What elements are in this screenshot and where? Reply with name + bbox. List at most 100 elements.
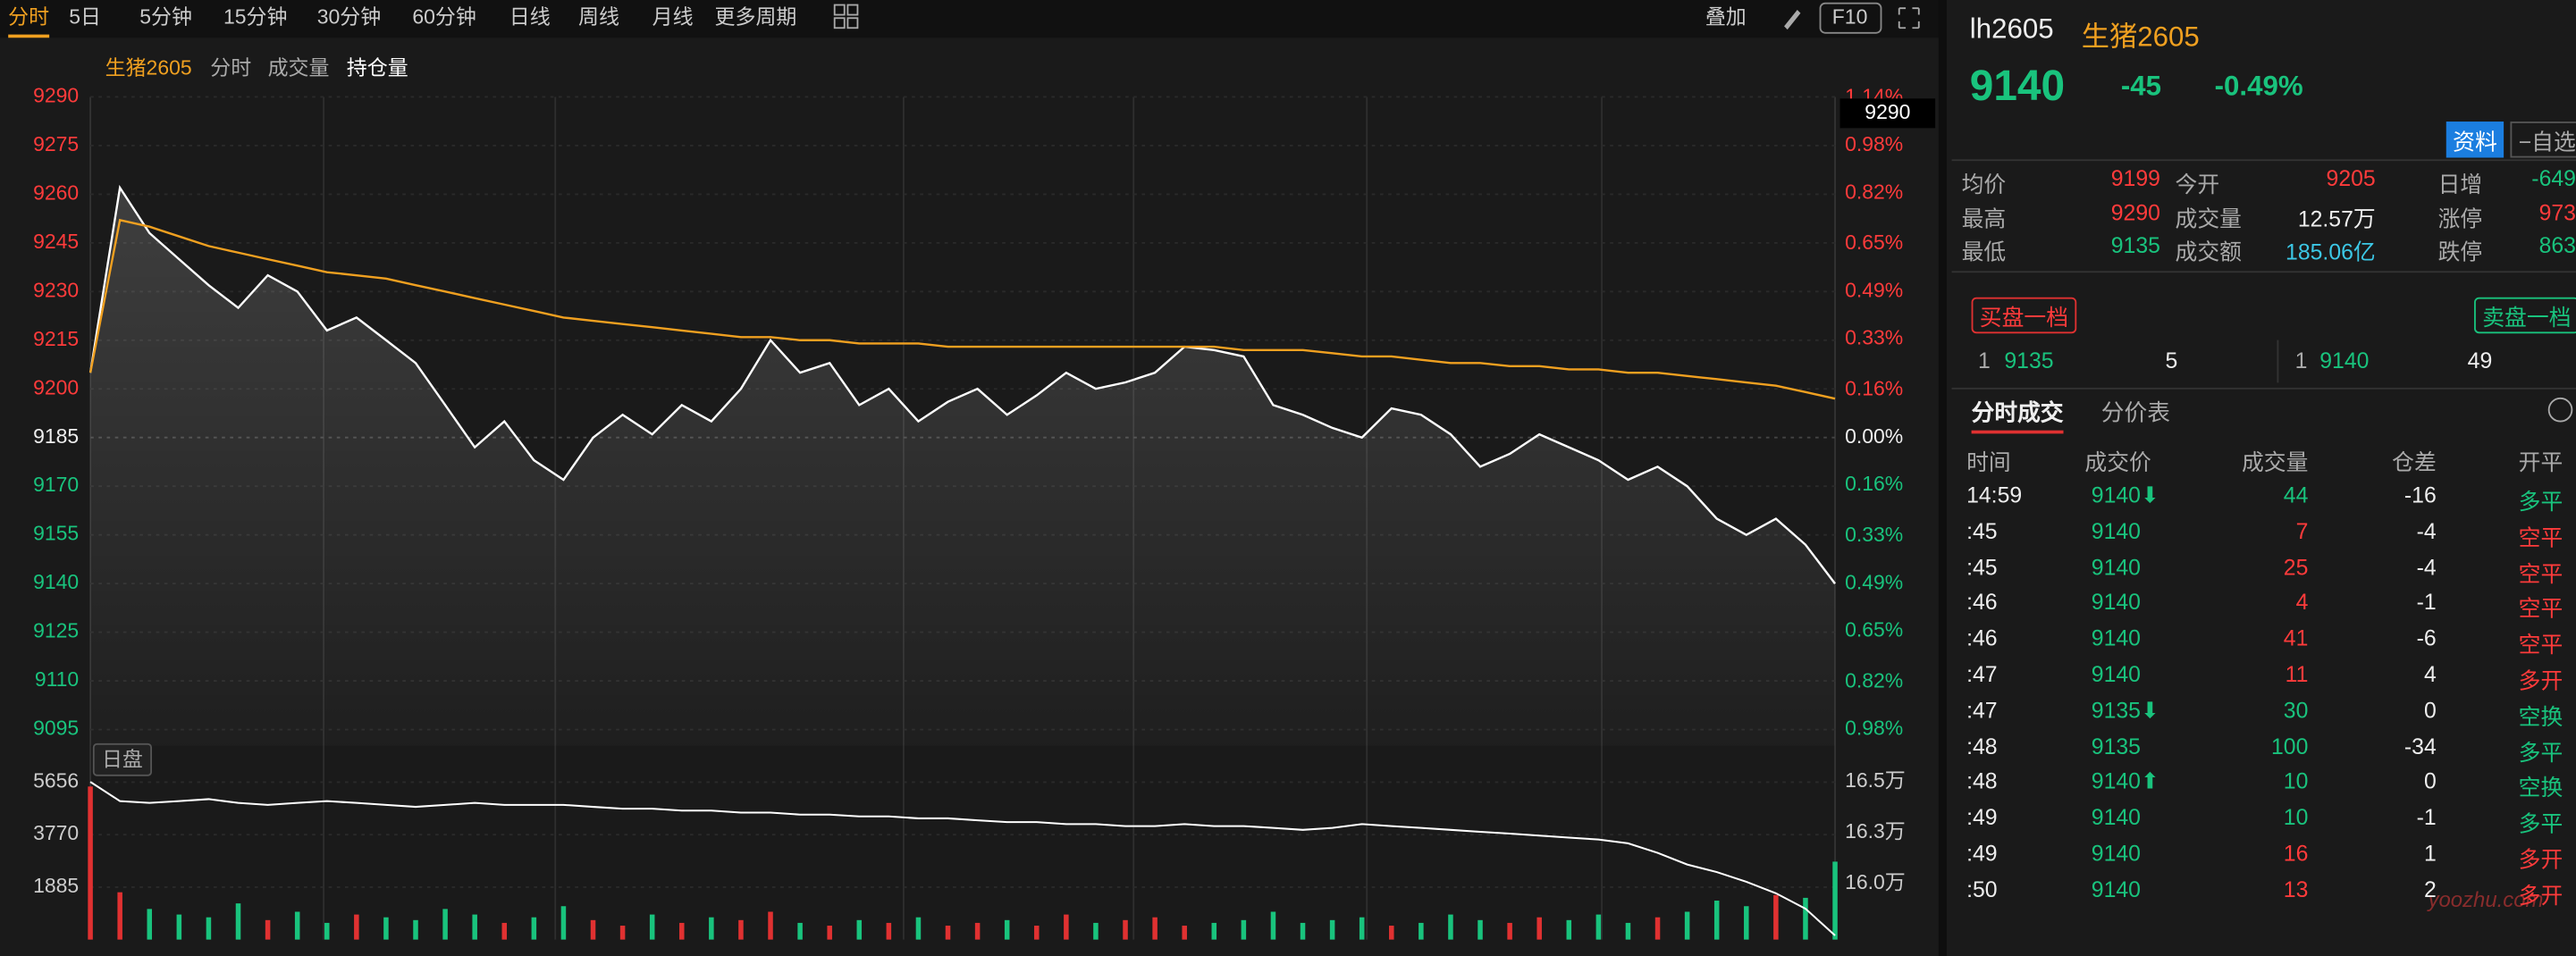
volume-bar: [1241, 919, 1247, 940]
expand-icon[interactable]: [1898, 7, 1920, 29]
tab-active[interactable]: 分时成交: [1971, 398, 2064, 426]
table-cell: 空换: [2518, 776, 2563, 801]
table-cell: :48: [1966, 769, 1998, 794]
volume-bar: [619, 926, 626, 940]
volume-bar: [206, 917, 212, 940]
y2-tick-label: 0.82%: [1845, 668, 1903, 692]
volume-bar: [1004, 919, 1010, 940]
period-tab[interactable]: 更多周期: [715, 4, 797, 28]
session-box: [92, 742, 153, 776]
legend-title: 生猪2605: [105, 55, 192, 79]
volume-bar: [176, 914, 182, 940]
vol-tick-label: 3770: [33, 821, 79, 844]
period-tab[interactable]: 分时: [8, 4, 49, 28]
name: 生猪2605: [2081, 21, 2200, 53]
separator: [1951, 159, 2576, 162]
table-cell: 1: [2423, 841, 2437, 866]
table-cell: :48: [1966, 734, 1998, 759]
table-cell: -34: [2403, 734, 2437, 759]
volume-bar: [1595, 914, 1602, 940]
volume-bar: [1832, 861, 1838, 940]
period-tab[interactable]: 5日: [69, 4, 101, 28]
table-cell: 9140⬆: [2091, 769, 2159, 794]
oi-tick-label: 16.0万: [1845, 870, 1906, 893]
period-tab[interactable]: 日线: [509, 4, 551, 28]
chart-area: F10 叠加 分时 5日 5分钟 15分钟 30分钟 60分钟 日线 周线 月线 更多周期生猪26…: [8, 0, 1948, 956]
tab[interactable]: 分价表: [2100, 398, 2170, 426]
volume-bar: [738, 919, 744, 940]
stat-label: 日增: [2437, 172, 2483, 197]
y-tick-label: 9275: [33, 132, 79, 155]
session-label: 日盘: [102, 747, 143, 770]
period-tab[interactable]: 周线: [578, 4, 619, 28]
volume-bar: [1034, 926, 1040, 940]
volume-bar: [1448, 914, 1453, 940]
volume-bar: [294, 911, 300, 940]
y2-tick-label: 0.65%: [1845, 618, 1903, 642]
table-cell: 10: [2283, 769, 2309, 794]
volume-bar: [560, 906, 567, 940]
table-cell: 多开: [2518, 883, 2563, 909]
y2-tick-label: 0.98%: [1845, 717, 1903, 740]
volume-bar: [413, 919, 418, 940]
period-tab[interactable]: 30分钟: [317, 4, 381, 28]
table-cell: 空换: [2518, 704, 2563, 729]
bid-title: 买盘一档: [1971, 297, 2077, 334]
volume-bar: [1329, 919, 1335, 940]
vol-tick-label: 5656: [33, 768, 79, 792]
volume-bar: [1300, 922, 1306, 940]
pen-icon[interactable]: [1784, 10, 1801, 30]
stat-value: 9135: [2110, 233, 2160, 258]
volume-bar: [472, 914, 477, 940]
avg-line: [88, 218, 1836, 400]
separator: [1951, 387, 2576, 390]
period-tab[interactable]: 15分钟: [223, 4, 287, 28]
table-header: 成交量: [2241, 449, 2309, 475]
table-cell: 9135⬇: [2091, 697, 2159, 723]
code: lh2605: [1969, 13, 2054, 45]
bid-price: 9135: [2004, 348, 2054, 373]
y2-tick-label: 0.33%: [1845, 326, 1903, 349]
y2-tick-label: 0.00%: [1845, 424, 1903, 448]
table-cell: 空平: [2518, 633, 2563, 658]
table-cell: 14:59: [1966, 482, 2023, 508]
overlay[interactable]: 叠加: [1705, 4, 1747, 28]
grid-icon[interactable]: [833, 4, 859, 29]
period-tab[interactable]: 60分钟: [412, 4, 476, 28]
f10[interactable]: F10: [1832, 4, 1868, 28]
period-tab[interactable]: 5分钟: [139, 4, 192, 28]
separator: [1951, 271, 2576, 273]
volume-bar: [1123, 919, 1128, 940]
table-header: 成交价: [2084, 449, 2151, 475]
stat-value: 12.57万: [2297, 205, 2376, 231]
info-button[interactable]: 资料: [2446, 122, 2504, 158]
table-cell: 10: [2283, 805, 2309, 830]
stat-label: 最高: [1961, 205, 2007, 231]
last-price: 9140: [1969, 61, 2066, 111]
price-area: [90, 188, 1836, 746]
volume-bar: [1744, 906, 1749, 940]
y-tick-label: 9290: [33, 84, 79, 107]
table-cell: -6: [2416, 625, 2437, 651]
volume-bar: [354, 914, 359, 940]
stat-label: 均价: [1961, 172, 2007, 197]
table-cell: -1: [2416, 805, 2437, 830]
volume-bar: [1359, 917, 1365, 940]
y2-tick-label: 0.16%: [1845, 472, 1903, 495]
y2-tick-label: 0.49%: [1845, 278, 1903, 301]
table-cell: :49: [1966, 805, 1998, 830]
f10-box[interactable]: [1819, 2, 1882, 34]
y2-tick-label: 0.16%: [1845, 376, 1903, 399]
period-tab[interactable]: 月线: [652, 4, 694, 28]
table-cell: 9135: [2091, 734, 2142, 759]
table-cell: 9140: [2091, 590, 2142, 616]
table-header: 时间: [1966, 449, 2011, 475]
y-tick-label: 9230: [33, 278, 79, 301]
more-icon[interactable]: [2547, 397, 2573, 423]
volume-bar: [945, 926, 951, 940]
watch-button[interactable]: −自选: [2510, 122, 2576, 158]
legend-tab: 持仓量: [347, 55, 408, 79]
volume-bar: [1211, 922, 1217, 940]
ask-title: 卖盘一档: [2474, 297, 2576, 334]
